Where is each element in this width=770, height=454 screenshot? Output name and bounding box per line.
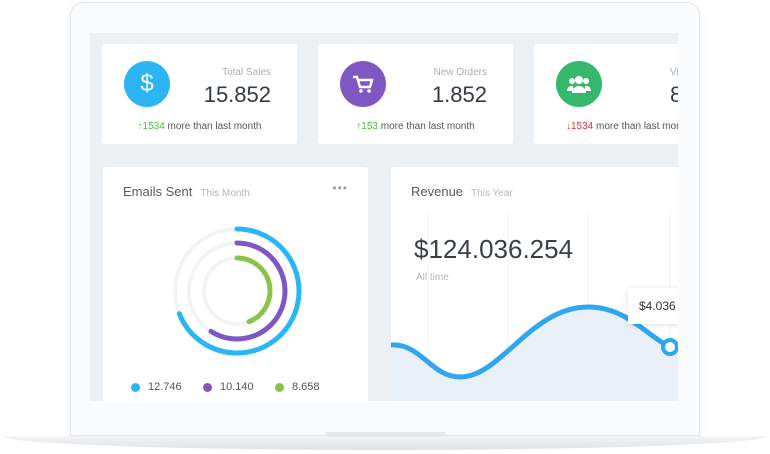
revenue-total-label: All time (416, 272, 449, 283)
ring-arc (172, 226, 302, 356)
emails-period: This Month (200, 188, 250, 199)
revenue-point[interactable] (661, 338, 678, 356)
stat-label: New Orders (433, 67, 487, 78)
dashboard-screen: $ Total Sales 15.852 ↑1534 more than las… (90, 33, 678, 401)
stat-card-visitors: Vi 8.6 ↓1534 more than last month (534, 44, 678, 144)
arrow-up-icon: ↑ (356, 121, 362, 132)
arrow-down-icon: ↓ (566, 121, 571, 132)
legend-dot (203, 383, 212, 392)
stat-delta: 1534 (571, 121, 594, 132)
legend-item: 12.746 (131, 381, 182, 394)
ring-arc (201, 255, 273, 327)
card-title: Emails Sent This Month (123, 184, 250, 199)
stat-footnote: ↑153 more than last month (318, 121, 513, 132)
stat-delta: 1534 (142, 121, 165, 132)
stat-value: 1.852 (431, 82, 487, 107)
stat-card-total-sales: $ Total Sales 15.852 ↑1534 more than las… (102, 44, 297, 144)
stat-footnote: ↑1534 more than last month (102, 121, 297, 132)
legend-item: 8.658 (275, 381, 320, 394)
stat-note: more than last month (596, 121, 678, 132)
legend-dot (131, 383, 140, 392)
revenue-total: $124.036.254 (414, 234, 574, 264)
emails-radial-chart (172, 226, 302, 356)
revenue-period: This Year (471, 188, 513, 199)
legend-value: 8.658 (292, 381, 320, 393)
stat-note: more than last month (167, 121, 262, 132)
cart-icon (340, 61, 386, 107)
ring-arc (186, 240, 288, 342)
legend-item: 10.140 (203, 381, 254, 394)
stat-card-new-orders: New Orders 1.852 ↑153 more than last mon… (318, 44, 513, 144)
users-icon (556, 61, 602, 107)
stat-delta: 153 (361, 121, 378, 132)
stat-value: 8.6 (670, 82, 678, 107)
laptop-base (2, 436, 768, 450)
revenue-chart (391, 212, 678, 401)
revenue-title: Revenue (411, 184, 464, 199)
revenue-tooltip: $4.036 (628, 288, 678, 324)
emails-sent-card: Emails Sent This Month ••• 12.746 10.140 … (103, 167, 368, 401)
revenue-card: Revenue This Year $124.036.254 All time $… (391, 167, 678, 401)
emails-title: Emails Sent (123, 184, 193, 199)
legend-value: 12.746 (148, 381, 182, 393)
arrow-up-icon: ↑ (137, 121, 143, 132)
stat-label: Total Sales (222, 67, 271, 78)
card-title: Revenue This Year (411, 184, 513, 199)
legend-dot (275, 383, 284, 392)
stat-value: 15.852 (203, 82, 271, 107)
stat-note: more than last month (380, 121, 475, 132)
laptop-notch (325, 432, 445, 437)
stat-label: Vi (670, 67, 678, 78)
stat-footnote: ↓1534 more than last month (566, 121, 678, 132)
more-options-icon[interactable]: ••• (332, 181, 348, 195)
dollar-icon: $ (124, 61, 170, 107)
legend-value: 10.140 (220, 381, 254, 393)
